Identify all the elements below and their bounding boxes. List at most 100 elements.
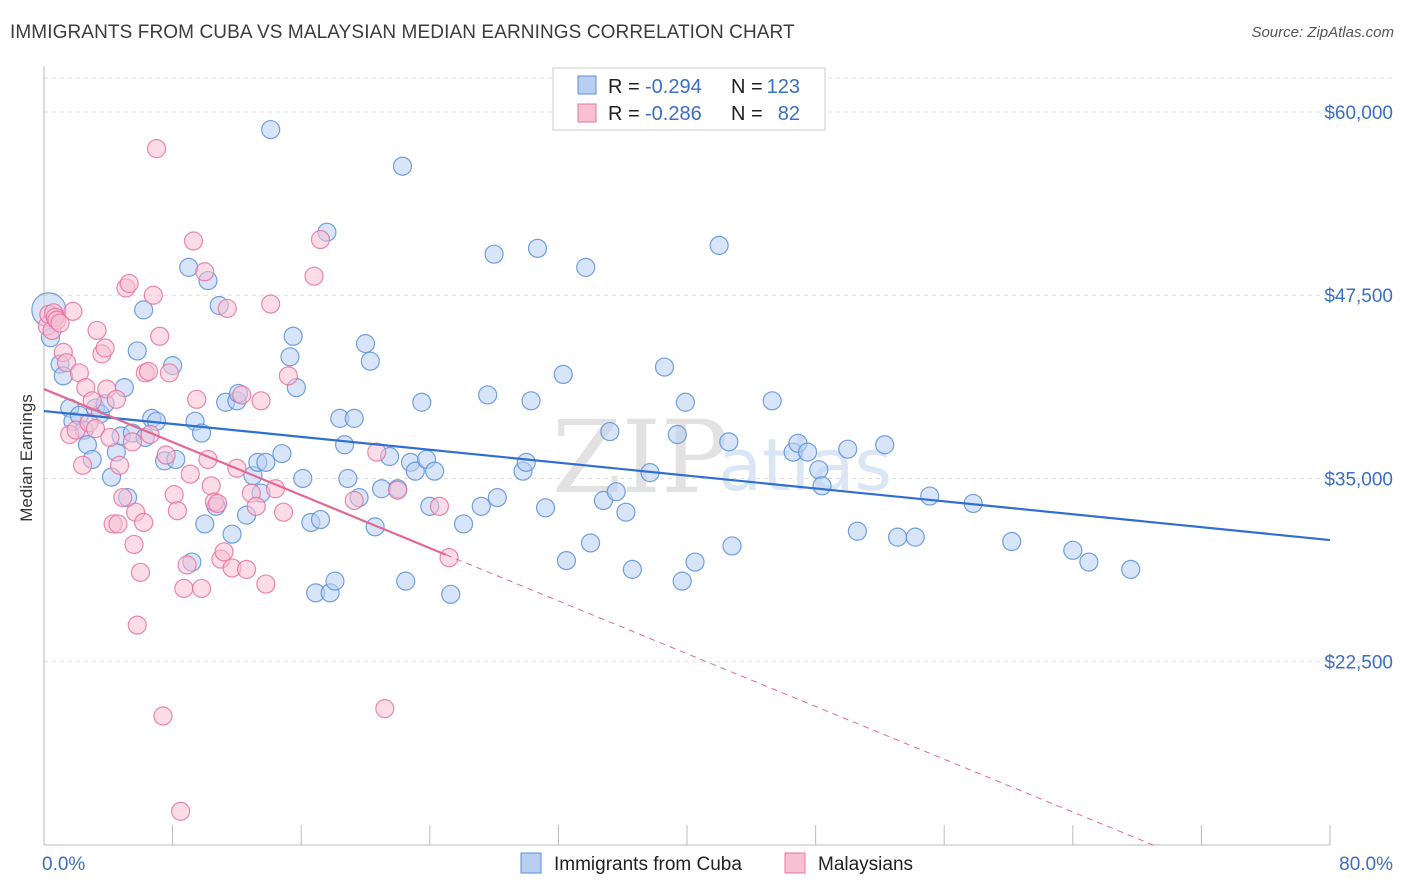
point-malaysians <box>167 501 188 521</box>
y-tick-label: $35,000 <box>1324 469 1393 490</box>
point-malaysians <box>217 298 237 319</box>
point-malaysians <box>138 361 159 382</box>
point-cuba <box>478 385 498 405</box>
legend-r-label-malaysians: R = <box>608 103 640 125</box>
x-tick-label-max: 80.0% <box>1339 854 1393 875</box>
point-malaysians <box>124 534 144 555</box>
point-cuba <box>847 521 867 541</box>
point-malaysians <box>119 273 139 294</box>
point-cuba <box>360 351 380 371</box>
data-points <box>31 119 1141 821</box>
point-malaysians <box>171 801 191 821</box>
bottom-legend-label-cuba: Immigrants from Cuba <box>554 854 742 875</box>
chart-title: IMMIGRANTS FROM CUBA VS MALAYSIAN MEDIAN… <box>10 22 795 43</box>
point-cuba <box>392 156 413 176</box>
point-cuba <box>441 584 461 604</box>
point-cuba <box>600 421 620 442</box>
point-cuba <box>762 391 782 411</box>
point-malaysians <box>143 285 163 305</box>
point-malaysians <box>164 485 184 505</box>
point-cuba <box>580 533 601 553</box>
point-cuba <box>338 468 358 489</box>
point-malaysians <box>122 432 143 452</box>
point-malaysians <box>177 555 197 575</box>
point-cuba <box>195 514 215 534</box>
point-cuba <box>521 391 541 411</box>
point-malaysians <box>56 353 77 373</box>
point-malaysians <box>304 266 324 286</box>
legend-n-value-cuba: 123 <box>767 76 800 98</box>
point-cuba <box>685 552 705 572</box>
point-malaysians <box>191 578 212 599</box>
point-cuba <box>1121 559 1141 579</box>
point-malaysians <box>85 419 106 439</box>
point-cuba <box>812 476 832 496</box>
point-cuba <box>875 435 895 455</box>
point-cuba <box>325 571 345 591</box>
point-cuba <box>654 357 675 377</box>
point-cuba <box>719 432 739 452</box>
point-malaysians <box>87 320 107 341</box>
point-malaysians <box>251 391 271 411</box>
point-malaysians <box>150 326 170 346</box>
point-malaysians <box>208 493 228 514</box>
point-malaysians <box>174 578 194 599</box>
trend-line-malaysians <box>43 388 447 556</box>
legend-r-value-cuba: -0.294 <box>645 76 702 98</box>
point-malaysians <box>134 512 154 533</box>
point-malaysians <box>100 427 120 448</box>
point-cuba <box>709 235 729 255</box>
bottom-legend-label-malaysians: Malaysians <box>818 854 913 875</box>
point-cuba <box>1079 552 1099 572</box>
point-cuba <box>622 559 642 579</box>
point-malaysians <box>50 313 70 333</box>
point-cuba <box>556 550 577 571</box>
legend-r-label-cuba: R = <box>608 76 640 98</box>
point-malaysians <box>310 229 331 250</box>
point-cuba <box>606 482 626 502</box>
point-cuba <box>905 527 925 547</box>
point-cuba <box>484 244 504 264</box>
point-malaysians <box>183 231 204 251</box>
point-malaysians <box>344 490 364 511</box>
point-malaysians <box>236 559 257 579</box>
watermark-zip: ZIP <box>552 399 728 516</box>
trend-lines <box>43 388 1331 846</box>
point-cuba <box>355 334 376 354</box>
point-cuba <box>222 524 242 544</box>
point-cuba <box>396 571 416 591</box>
point-cuba <box>516 452 536 472</box>
point-malaysians <box>108 514 128 534</box>
point-cuba <box>134 300 154 320</box>
y-axis-label: Median Earnings <box>17 394 36 522</box>
y-tick-labels: $22,500 $35,000 $47,500 $60,000 <box>1324 103 1393 674</box>
point-malaysians <box>127 615 147 635</box>
point-cuba <box>344 408 364 428</box>
point-cuba <box>371 479 392 499</box>
trend-line-malaysians-extension <box>445 554 1154 846</box>
point-malaysians <box>130 562 151 582</box>
point-cuba <box>179 257 199 277</box>
legend-n-value-malaysians: 82 <box>778 103 800 125</box>
point-cuba <box>838 439 858 459</box>
y-tick-label: $22,500 <box>1324 653 1393 674</box>
y-tick-label: $47,500 <box>1324 286 1393 307</box>
point-cuba <box>667 424 687 445</box>
point-cuba <box>471 496 491 516</box>
point-cuba <box>675 392 695 412</box>
legend-n-label-cuba: N = <box>731 76 763 98</box>
point-malaysians <box>232 385 252 405</box>
point-malaysians <box>201 476 221 496</box>
point-cuba <box>672 571 692 591</box>
point-cuba <box>191 423 212 443</box>
point-malaysians <box>256 574 276 594</box>
point-cuba <box>405 461 425 481</box>
point-cuba <box>127 341 147 361</box>
point-cuba <box>920 486 940 506</box>
point-cuba <box>797 442 818 462</box>
point-malaysians <box>246 496 266 516</box>
legend-n-label-malaysians: N = <box>731 103 763 125</box>
point-cuba <box>261 119 281 140</box>
point-malaysians <box>72 455 93 475</box>
point-cuba <box>535 498 556 518</box>
